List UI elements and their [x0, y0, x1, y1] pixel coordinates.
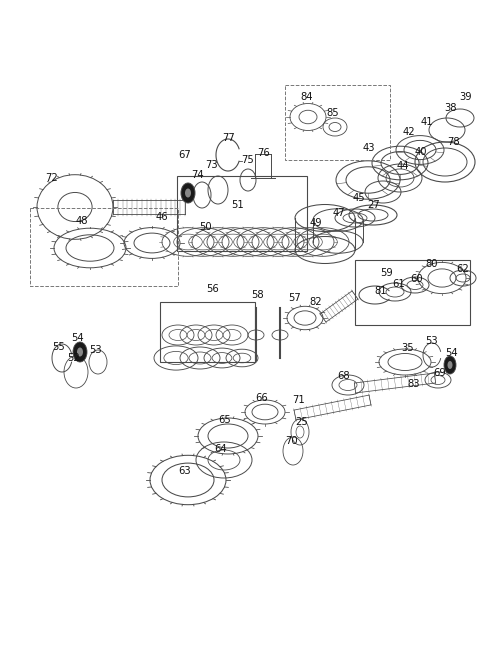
Text: 84: 84: [301, 92, 313, 102]
Bar: [285, 85, 390, 160]
Text: 75: 75: [241, 155, 254, 165]
Ellipse shape: [444, 356, 456, 374]
Text: 80: 80: [426, 259, 438, 269]
Text: 47: 47: [333, 208, 345, 218]
Text: 72: 72: [46, 173, 59, 183]
Text: 35: 35: [402, 343, 414, 353]
Text: 73: 73: [206, 160, 218, 170]
Text: 48: 48: [76, 216, 88, 226]
Text: 41: 41: [420, 117, 433, 127]
Text: 61: 61: [393, 279, 406, 289]
Text: 65: 65: [218, 415, 231, 425]
Text: 81: 81: [375, 286, 387, 296]
Text: 55: 55: [53, 342, 65, 352]
Text: 42: 42: [403, 127, 415, 137]
Text: 74: 74: [191, 170, 204, 180]
Text: 70: 70: [285, 436, 297, 446]
Text: 25: 25: [296, 417, 308, 427]
Text: 83: 83: [408, 379, 420, 389]
Bar: [30, 208, 178, 286]
Text: 68: 68: [338, 371, 350, 381]
Text: 58: 58: [251, 290, 264, 300]
Text: 54: 54: [444, 348, 457, 358]
Text: 46: 46: [156, 212, 168, 222]
Text: 53: 53: [90, 345, 102, 355]
Text: 77: 77: [223, 133, 235, 143]
Bar: [355, 260, 470, 325]
Text: 39: 39: [460, 92, 472, 102]
Text: 40: 40: [415, 147, 427, 157]
Text: 78: 78: [447, 137, 459, 147]
Text: 51: 51: [232, 200, 244, 210]
Text: 49: 49: [310, 218, 322, 228]
Bar: [177, 176, 307, 251]
Text: 43: 43: [363, 143, 375, 153]
Text: 60: 60: [411, 274, 423, 284]
Ellipse shape: [185, 189, 191, 198]
Text: 71: 71: [293, 395, 305, 405]
Text: 66: 66: [256, 393, 268, 403]
Text: 52: 52: [68, 353, 80, 363]
Text: 85: 85: [327, 108, 339, 118]
Text: 54: 54: [71, 333, 84, 343]
Text: 45: 45: [353, 193, 365, 203]
Ellipse shape: [447, 361, 453, 369]
Text: 63: 63: [179, 466, 192, 476]
Ellipse shape: [73, 342, 87, 362]
Bar: [160, 302, 255, 362]
Text: 56: 56: [206, 284, 219, 294]
Text: 62: 62: [456, 264, 469, 274]
Text: 27: 27: [368, 200, 380, 210]
Text: 82: 82: [310, 297, 322, 307]
Ellipse shape: [181, 183, 195, 203]
Text: 67: 67: [179, 150, 192, 160]
Text: 57: 57: [288, 293, 301, 303]
Text: 64: 64: [215, 444, 228, 454]
Ellipse shape: [77, 348, 83, 356]
Text: 53: 53: [426, 336, 438, 346]
Text: 76: 76: [258, 148, 270, 158]
Text: 44: 44: [397, 161, 409, 171]
Text: 38: 38: [445, 103, 457, 113]
Text: 50: 50: [200, 222, 212, 232]
Text: 59: 59: [381, 268, 394, 278]
Text: 69: 69: [433, 368, 446, 378]
